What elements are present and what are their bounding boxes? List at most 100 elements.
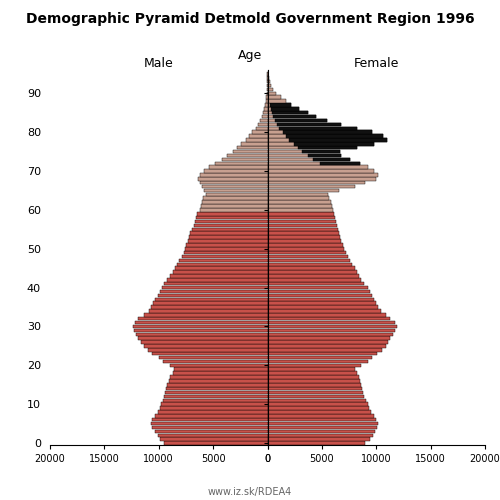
Bar bbox=[268, 375, 359, 378]
Bar bbox=[268, 239, 342, 242]
Bar bbox=[272, 111, 308, 114]
Bar bbox=[263, 111, 268, 114]
Bar bbox=[289, 138, 387, 141]
Bar bbox=[268, 344, 386, 348]
Bar bbox=[268, 150, 340, 154]
Bar bbox=[275, 119, 328, 122]
Bar bbox=[268, 364, 361, 367]
Bar bbox=[278, 122, 342, 126]
Bar bbox=[228, 154, 268, 157]
Bar bbox=[268, 177, 376, 180]
Bar bbox=[160, 406, 268, 410]
Bar bbox=[268, 126, 356, 130]
Bar bbox=[164, 282, 268, 286]
Bar bbox=[256, 126, 268, 130]
Bar bbox=[298, 146, 356, 150]
Bar bbox=[268, 383, 361, 386]
Bar bbox=[188, 239, 268, 242]
Bar bbox=[268, 434, 373, 437]
Bar bbox=[268, 134, 383, 138]
Bar bbox=[268, 107, 299, 110]
Bar bbox=[151, 422, 268, 426]
Bar bbox=[268, 262, 352, 266]
Bar bbox=[144, 344, 268, 348]
Bar bbox=[156, 430, 268, 433]
Bar bbox=[198, 177, 268, 180]
Bar bbox=[268, 170, 374, 173]
Bar bbox=[202, 185, 268, 188]
Bar bbox=[268, 352, 378, 356]
Bar bbox=[268, 266, 354, 270]
Bar bbox=[268, 192, 328, 196]
Bar bbox=[268, 80, 270, 84]
Bar bbox=[270, 103, 291, 106]
Bar bbox=[174, 368, 268, 371]
Bar bbox=[268, 119, 328, 122]
Bar bbox=[168, 379, 268, 382]
Bar bbox=[282, 130, 372, 134]
Bar bbox=[268, 216, 335, 220]
Bar bbox=[268, 414, 374, 418]
Bar bbox=[268, 111, 308, 114]
Bar bbox=[262, 115, 268, 118]
Bar bbox=[268, 154, 342, 157]
Bar bbox=[180, 258, 268, 262]
Bar bbox=[268, 368, 354, 371]
Bar bbox=[268, 188, 340, 192]
Bar bbox=[204, 170, 268, 173]
Bar bbox=[170, 274, 268, 278]
Text: www.iz.sk/RDEA4: www.iz.sk/RDEA4 bbox=[208, 488, 292, 498]
Bar bbox=[160, 438, 268, 441]
Bar bbox=[252, 130, 268, 134]
Bar bbox=[268, 166, 368, 169]
Bar bbox=[268, 212, 334, 216]
Bar bbox=[268, 220, 336, 224]
Bar bbox=[185, 247, 268, 250]
Bar bbox=[268, 332, 392, 336]
Bar bbox=[201, 204, 268, 208]
Bar bbox=[268, 360, 368, 363]
Bar bbox=[268, 328, 394, 332]
Bar bbox=[268, 356, 372, 360]
Bar bbox=[159, 356, 268, 360]
Bar bbox=[264, 107, 268, 110]
Bar bbox=[152, 352, 268, 356]
Bar bbox=[200, 173, 268, 176]
Bar bbox=[268, 442, 366, 445]
Bar bbox=[200, 208, 268, 212]
Bar bbox=[151, 306, 268, 309]
Bar bbox=[268, 324, 397, 328]
Bar bbox=[192, 228, 268, 231]
Bar bbox=[170, 364, 268, 367]
Bar bbox=[163, 360, 268, 363]
Bar bbox=[189, 236, 268, 239]
Bar bbox=[268, 286, 368, 290]
Bar bbox=[166, 391, 268, 394]
Bar bbox=[268, 430, 375, 433]
Bar bbox=[268, 317, 390, 320]
Bar bbox=[184, 251, 268, 254]
Bar bbox=[268, 232, 340, 235]
Bar bbox=[302, 150, 341, 154]
Bar bbox=[242, 142, 268, 146]
Bar bbox=[268, 236, 340, 239]
Bar bbox=[173, 270, 268, 274]
Bar bbox=[268, 298, 374, 301]
Bar bbox=[268, 185, 354, 188]
Bar bbox=[268, 158, 350, 161]
Bar bbox=[268, 438, 370, 441]
Bar bbox=[268, 302, 376, 305]
Bar bbox=[170, 375, 268, 378]
Bar bbox=[268, 313, 386, 316]
Title: Female: Female bbox=[354, 57, 399, 70]
Bar bbox=[268, 422, 378, 426]
Bar bbox=[268, 379, 360, 382]
Bar bbox=[268, 294, 372, 297]
Bar bbox=[268, 270, 356, 274]
Bar bbox=[266, 92, 268, 95]
Title: Male: Male bbox=[144, 57, 174, 70]
Bar bbox=[268, 130, 372, 134]
Bar bbox=[265, 103, 268, 106]
Bar bbox=[268, 418, 376, 422]
Bar bbox=[148, 348, 268, 352]
